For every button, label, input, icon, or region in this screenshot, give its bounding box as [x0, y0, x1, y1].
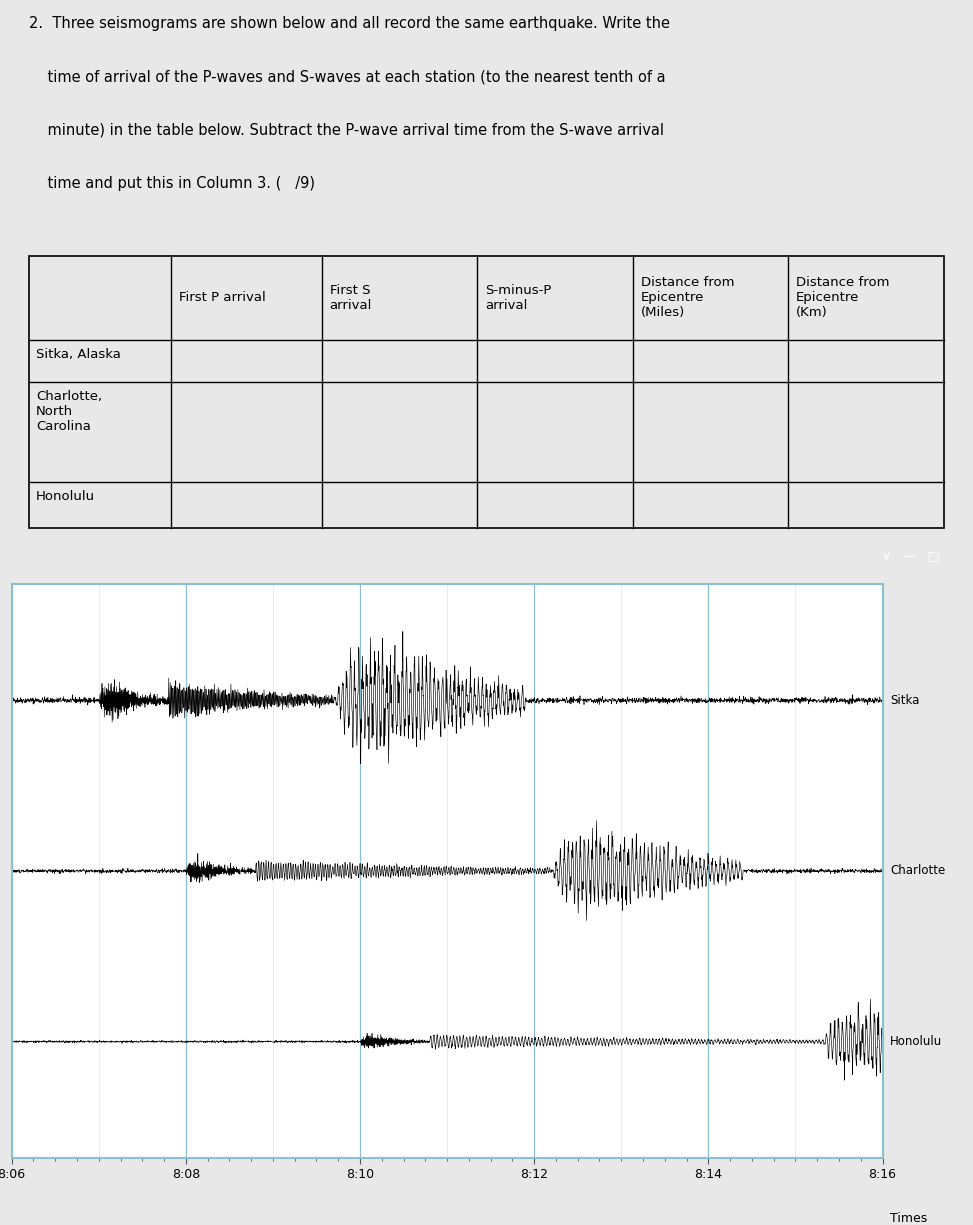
Text: Distance from
Epicentre
(Km): Distance from Epicentre (Km) [796, 277, 889, 320]
Text: Honolulu: Honolulu [890, 1035, 943, 1049]
Text: 2.  Three seismograms are shown below and all record the same earthquake. Write : 2. Three seismograms are shown below and… [29, 16, 670, 31]
Text: Honolulu: Honolulu [36, 490, 95, 502]
Text: Distance from
Epicentre
(Miles): Distance from Epicentre (Miles) [640, 277, 734, 320]
Text: First P arrival: First P arrival [179, 292, 266, 304]
Text: Times: Times [890, 1213, 927, 1225]
Text: time and put this in Column 3. (   /9): time and put this in Column 3. ( /9) [29, 176, 315, 191]
Text: minute) in the table below. Subtract the P-wave arrival time from the S-wave arr: minute) in the table below. Subtract the… [29, 122, 665, 137]
Text: Sitka: Sitka [890, 693, 919, 707]
Text: time of arrival of the P-waves and S-waves at each station (to the nearest tenth: time of arrival of the P-waves and S-wav… [29, 70, 666, 85]
Text: Sitka, Alaska: Sitka, Alaska [36, 348, 121, 361]
Text: Charlotte,
North
Carolina: Charlotte, North Carolina [36, 390, 102, 434]
Text: Charlotte: Charlotte [890, 865, 946, 877]
Text: S-minus-P
arrival: S-minus-P arrival [486, 284, 552, 312]
Text: First S
arrival: First S arrival [330, 284, 372, 312]
Text: ∨   —   □: ∨ — □ [882, 549, 939, 562]
